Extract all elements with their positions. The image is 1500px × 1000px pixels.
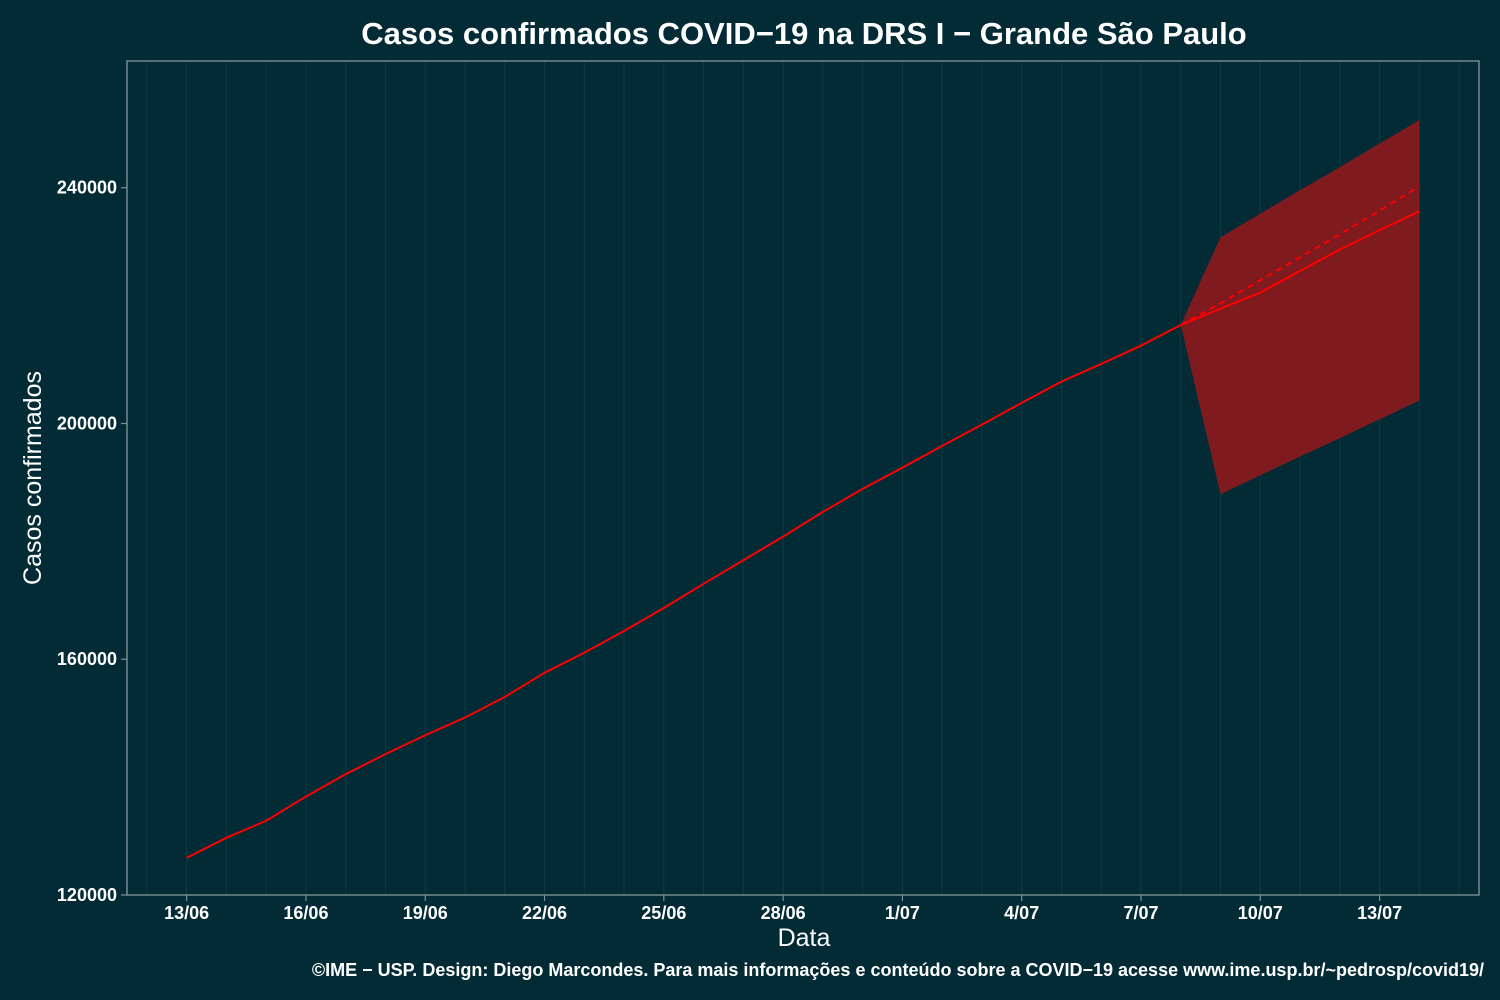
y-axis-title: Casos confirmados [19,371,47,585]
x-tick-label: 25/06 [641,903,686,923]
y-tick-label: 160000 [57,649,117,669]
x-tick-label: 1/07 [885,903,920,923]
x-tick-label: 7/07 [1123,903,1158,923]
x-tick-label: 28/06 [761,903,806,923]
x-tick-label: 13/06 [164,903,209,923]
x-tick-label: 22/06 [522,903,567,923]
forecast-interval-band [1180,119,1420,495]
series-line-forecast-alt [1180,185,1420,326]
y-tick-label: 120000 [57,885,117,905]
x-tick-label: 16/06 [283,903,328,923]
chart-title: Casos confirmados COVID−19 na DRS I − Gr… [361,16,1246,51]
y-tick-label: 240000 [57,178,117,198]
series-lines [186,185,1420,859]
axis-ticks: 13/06 16/06 19/06 22/06 25/06 28/06 1/07 4/07 7/… [57,178,1402,923]
forecast-interval [1180,119,1420,495]
x-tick-label: 4/07 [1004,903,1039,923]
y-tick-label: 200000 [57,413,117,433]
series-line-forecast [1180,210,1420,326]
x-tick-label: 10/07 [1238,903,1283,923]
grid [146,61,1460,895]
caption: ©IME − USP. Design: Diego Marcondes. Par… [312,960,1484,980]
plot-frame [126,60,1480,896]
x-tick-label: 13/07 [1357,903,1402,923]
x-tick-label: 19/06 [403,903,448,923]
x-axis-title: Data [778,924,831,952]
series-line-observed [186,324,1182,859]
